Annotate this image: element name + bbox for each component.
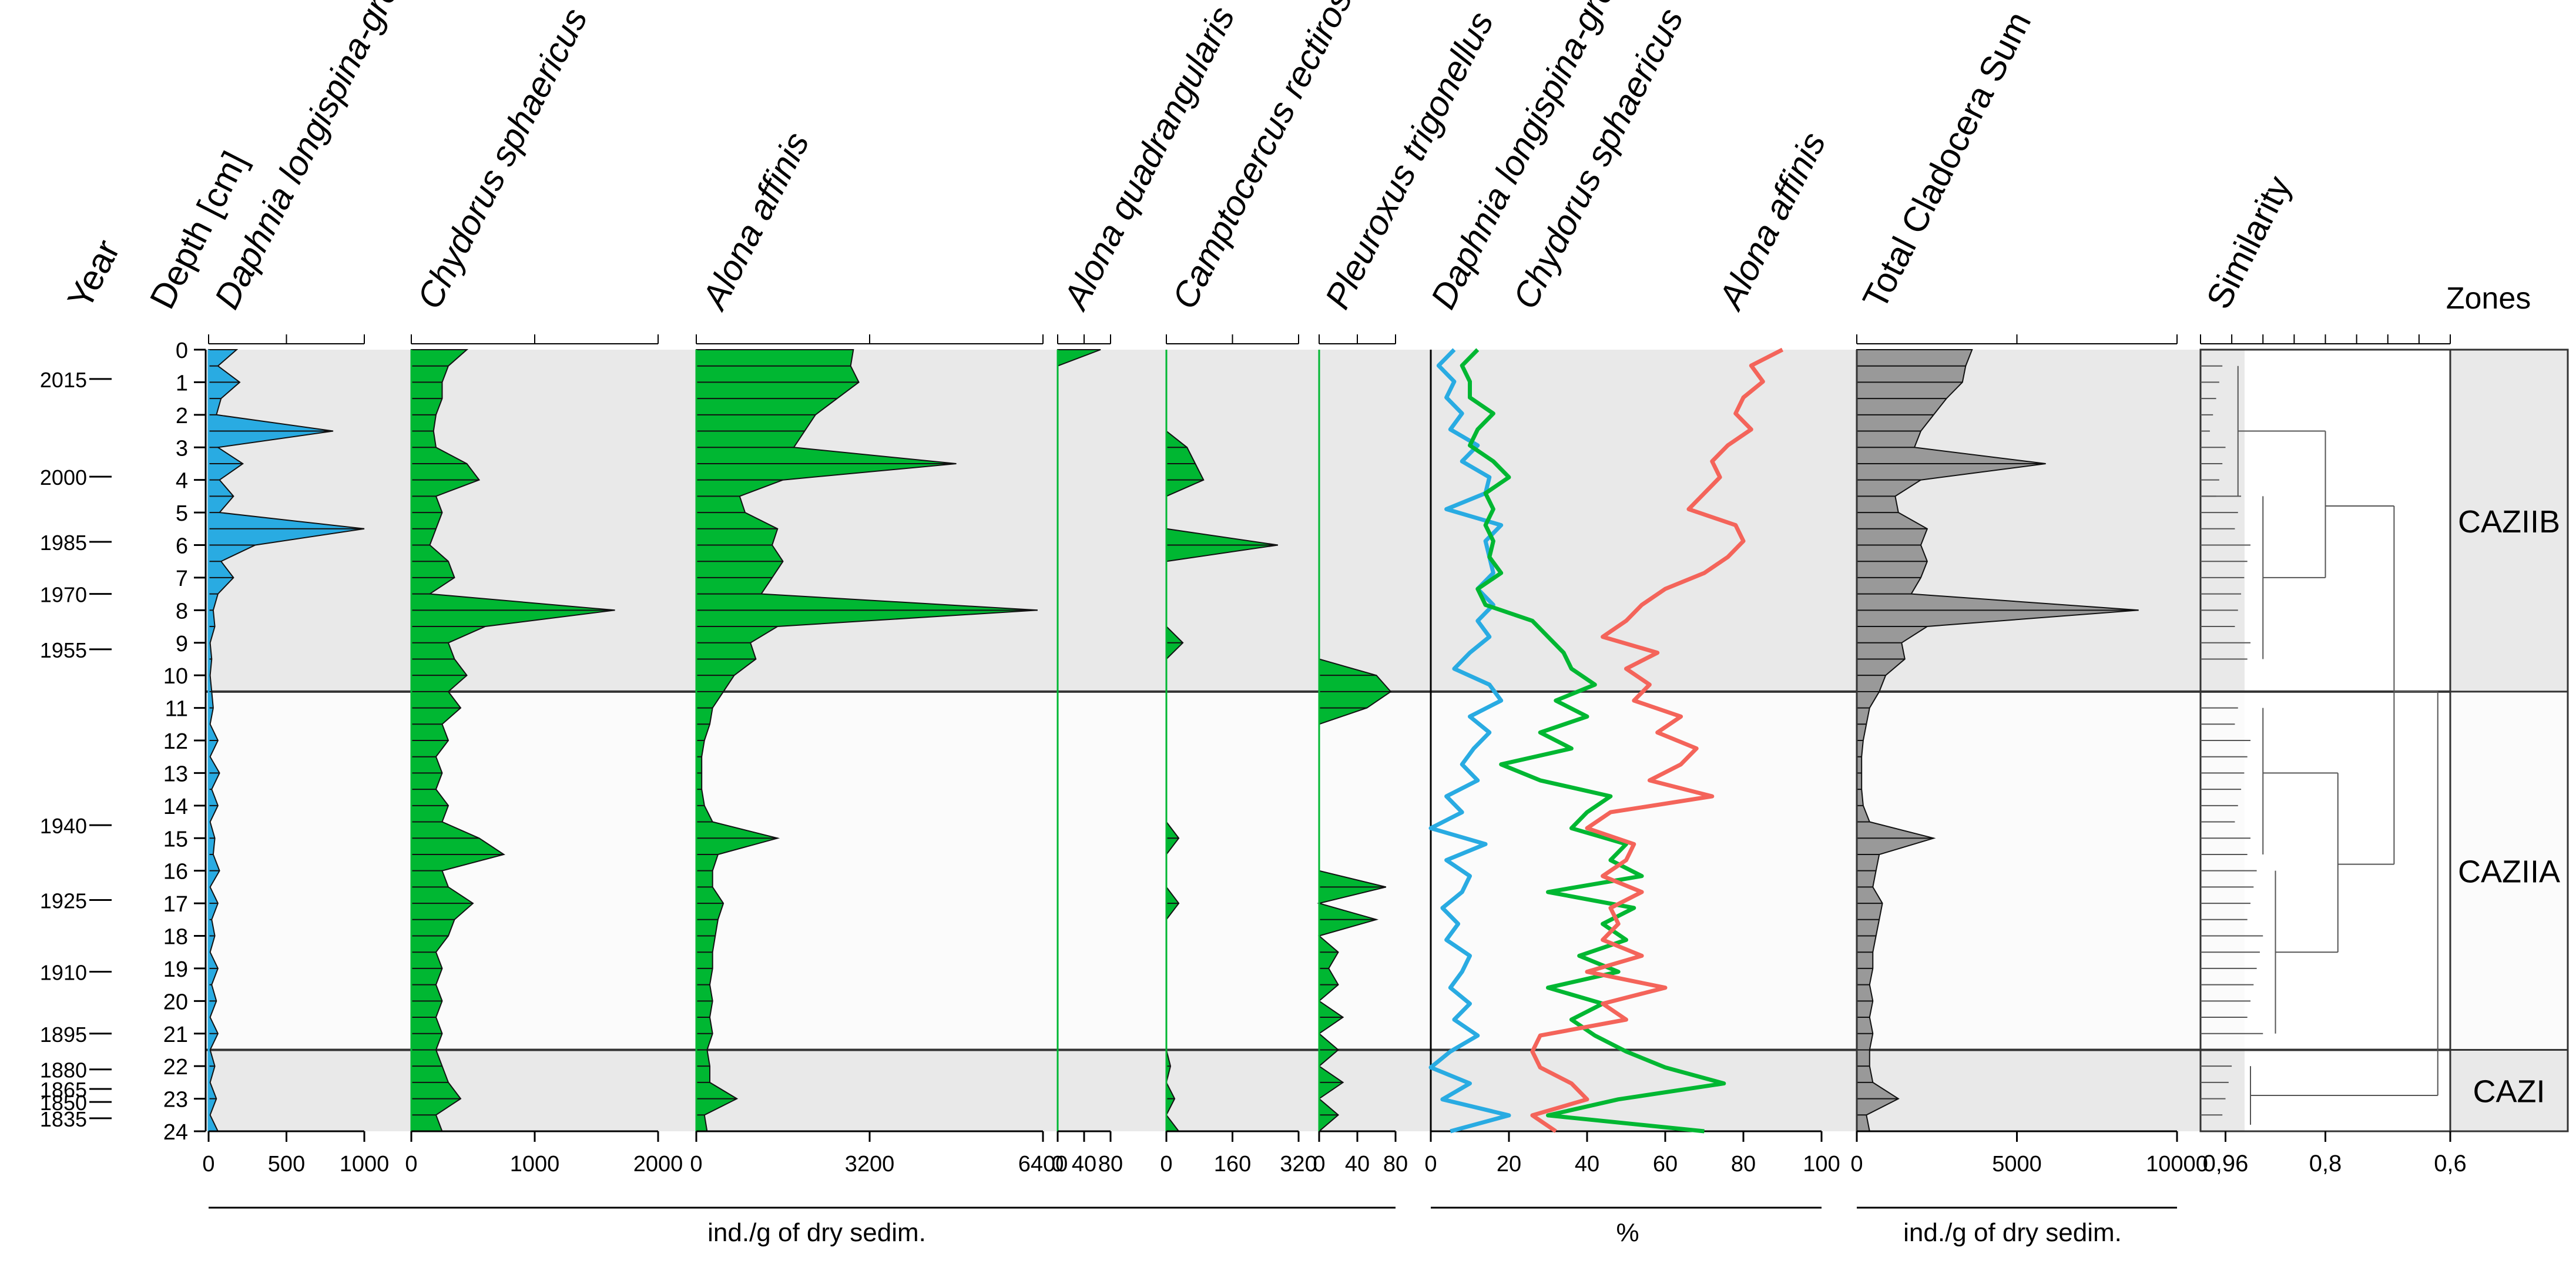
pct-tick-label: 20 [1497,1152,1521,1177]
depth-tick-label: 2 [176,404,188,428]
area-series [696,349,1038,1132]
depth-tick-label: 14 [163,795,188,819]
pct-series-title: Alona affinis [1710,126,1833,316]
unit-absolute: ind./g of dry sedim. [707,1218,926,1247]
pct-tick-label: 80 [1731,1152,1756,1177]
depth-tick-label: 24 [163,1120,188,1145]
area-series [411,349,615,1132]
zones-title: Zones [2446,281,2531,316]
bottom-tick-label: 1000 [510,1152,560,1177]
depth-tick-label: 22 [163,1055,188,1080]
depth-tick-label: 19 [163,957,188,982]
zone-label: CAZIIA [2458,854,2560,890]
pct-tick-label: 100 [1803,1152,1840,1177]
bottom-tick-label: 3200 [845,1152,895,1177]
year-tick-label: 1850 [40,1091,87,1115]
unit-total: ind./g of dry sedim. [1903,1218,2122,1247]
depth-tick-label: 21 [163,1023,188,1047]
year-tick-label: 1865 [40,1078,87,1102]
similarity-title: Similarity [2199,170,2299,315]
panel-title: Chydorus sphaericus [410,2,595,315]
pct-tick-label: 60 [1653,1152,1678,1177]
zone-cell [2449,691,2569,1051]
year-tick-label: 1880 [40,1058,87,1082]
bottom-tick-label: 0 [202,1152,214,1177]
sim-tick-label: 0,8 [2309,1151,2342,1177]
year-tick-label: 1985 [40,531,87,555]
panel-title: Alona affinis [694,126,817,316]
bottom-tick-label: 40 [1345,1152,1370,1177]
depth-tick-label: 0 [176,338,188,363]
year-tick-label: 1895 [40,1023,87,1047]
bottom-tick-label: 160 [1214,1152,1251,1177]
zones: CAZIIB CAZIIA CAZI [2449,348,2569,1132]
pct-tick-label: 40 [1575,1152,1599,1177]
depth-tick-label: 3 [176,436,188,461]
bottom-tick-label: 6400 [1018,1152,1068,1177]
depth-tick-label: 15 [163,827,188,852]
depth-tick-label: 1 [176,371,188,396]
bottom-tick-label: 500 [268,1152,305,1177]
depth-tick-label: 9 [176,632,188,656]
bottom-tick-label: 5000 [1992,1152,2042,1177]
sim-tick-label: 0,96 [2203,1151,2249,1177]
depth-tick-label: 20 [163,990,188,1014]
depth-tick-label: 13 [163,762,188,786]
depth-tick-label: 11 [165,697,188,722]
unit-percent: % [1616,1218,1639,1247]
bottom-tick-label: 0 [1313,1152,1325,1177]
bottom-tick-label: 0 [1051,1152,1064,1177]
depth-tick-label: 5 [176,501,188,526]
depth-axis: 0123456789101112131415161718192021222324… [40,338,207,1145]
depth-tick-label: 16 [163,860,188,884]
depth-tick-label: 12 [163,729,188,754]
bottom-tick-label: 40 [1072,1152,1096,1177]
zone-band-bg [206,1050,2245,1131]
panel-title: Total Cladocera Sum [1855,5,2039,315]
bottom-tick-label: 0 [690,1152,702,1177]
bottom-tick-label: 0 [1160,1152,1172,1177]
bottom-tick-label: 1000 [340,1152,390,1177]
pct-series-line [1460,348,1726,1134]
year-tick-label: 1925 [40,889,87,913]
year-tick-label: 1970 [40,583,87,607]
depth-tick-label: 18 [163,925,188,950]
depth-tick-label: 17 [163,892,188,917]
area-series [1856,349,2139,1132]
depth-tick-label: 6 [176,534,188,559]
depth-tick-label: 8 [176,599,188,624]
bottom-tick-label: 0 [405,1152,417,1177]
zone-label: CAZIIB [2458,504,2560,539]
bottom-tick-label: 2000 [633,1152,683,1177]
depth-tick-label: 23 [163,1088,188,1112]
year-tick-label: 1940 [40,814,87,838]
bottom-tick-label: 320 [1280,1152,1317,1177]
sim-tick-label: 0,6 [2434,1151,2467,1177]
pct-series-line [1428,348,1511,1134]
pct-series-line [1530,347,1784,1133]
year-tick-label: 2015 [40,368,87,392]
depth-tick-label: 7 [176,567,188,591]
year-tick-label: 1910 [40,960,87,984]
year-tick-label: 1955 [40,638,87,662]
bottom-tick-label: 0 [1850,1152,1863,1177]
zone-label: CAZI [2473,1074,2545,1110]
bottom-tick-label: 80 [1383,1152,1408,1177]
year-tick-label: 2000 [40,465,87,490]
year-header: Year [60,233,128,314]
year-tick-label: 1835 [40,1107,87,1131]
depth-tick-label: 10 [163,664,188,689]
zone-band-bg [206,691,2245,1050]
pct-tick-label: 0 [1424,1152,1437,1177]
depth-tick-label: 4 [176,469,188,494]
bottom-tick-label: 10000 [2146,1152,2208,1177]
bottom-tick-label: 80 [1098,1152,1123,1177]
